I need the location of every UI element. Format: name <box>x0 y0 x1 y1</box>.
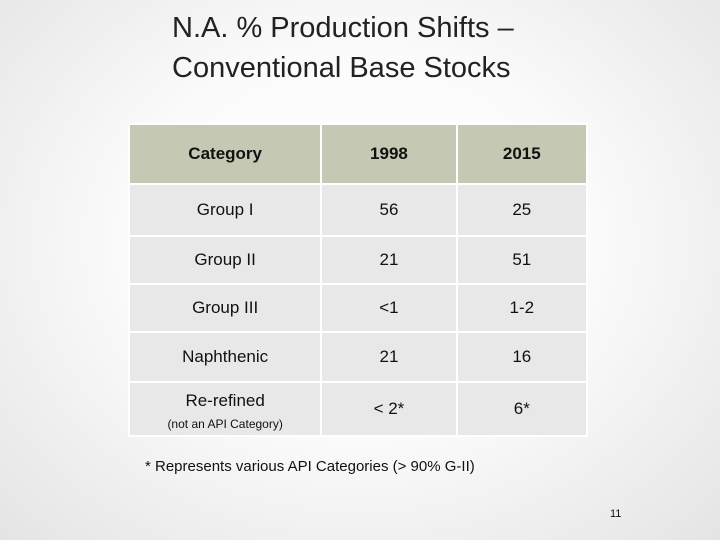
table-row: Group II 21 51 <box>127 235 589 285</box>
table-row: Re-refined (not an API Category) < 2* 6* <box>127 381 589 437</box>
table-row: Group III <1 1-2 <box>127 283 589 333</box>
table-row: Group I 56 25 <box>127 183 589 237</box>
header-cell: 1998 <box>320 123 458 185</box>
value-cell: 1-2 <box>455 283 589 333</box>
cell-text: 16 <box>512 347 532 366</box>
cell-text: 1-2 <box>509 298 535 317</box>
cell-text: Group I <box>196 200 254 219</box>
title-line: N.A. % Production Shifts – <box>172 12 514 44</box>
slide-title: N.A. % Production Shifts – Conventional … <box>172 8 514 88</box>
cell-text: <1 <box>379 298 399 317</box>
page-number: 11 <box>610 508 622 520</box>
category-cell: Group I <box>127 183 323 237</box>
value-cell: 56 <box>320 183 458 237</box>
value-cell: <1 <box>320 283 458 333</box>
value-cell: 21 <box>320 235 458 285</box>
cell-text: 6* <box>513 399 530 418</box>
category-cell: Re-refined (not an API Category) <box>127 381 323 437</box>
category-cell: Naphthenic <box>127 331 323 383</box>
cell-text: Re-refined <box>185 391 265 410</box>
category-cell: Group III <box>127 283 323 333</box>
cell-text: < 2* <box>373 399 405 418</box>
value-cell: 6* <box>455 381 589 437</box>
cell-text: 21 <box>379 250 399 269</box>
footnote: * Represents various API Categories (> 9… <box>145 458 475 475</box>
value-cell: 51 <box>455 235 589 285</box>
table-row: Naphthenic 21 16 <box>127 331 589 383</box>
category-cell: Group II <box>127 235 323 285</box>
cell-text: 25 <box>512 200 532 219</box>
header-cell: Category <box>127 123 323 185</box>
value-cell: 25 <box>455 183 589 237</box>
cell-text: 21 <box>379 347 399 366</box>
cell-text: 56 <box>379 200 399 219</box>
value-cell: 16 <box>455 331 589 383</box>
value-cell: < 2* <box>320 381 458 437</box>
cell-text: Naphthenic <box>182 347 269 366</box>
value-cell: 21 <box>320 331 458 383</box>
table: Category 1998 2015 Group I 56 25 Group II 21 51… <box>127 123 589 437</box>
title-line: Conventional Base Stocks <box>172 52 511 84</box>
header-row: Category 1998 2015 <box>127 123 589 185</box>
cell-text: 51 <box>512 250 532 269</box>
header-cell: 2015 <box>455 123 589 185</box>
cell-text: Group III <box>192 298 259 317</box>
cell-text: Group II <box>194 250 256 269</box>
table-body: Group I 56 25 Group II 21 51 Group III <1 1-2 Nap… <box>127 183 589 437</box>
cell-note: (not an API Category) <box>167 417 283 431</box>
